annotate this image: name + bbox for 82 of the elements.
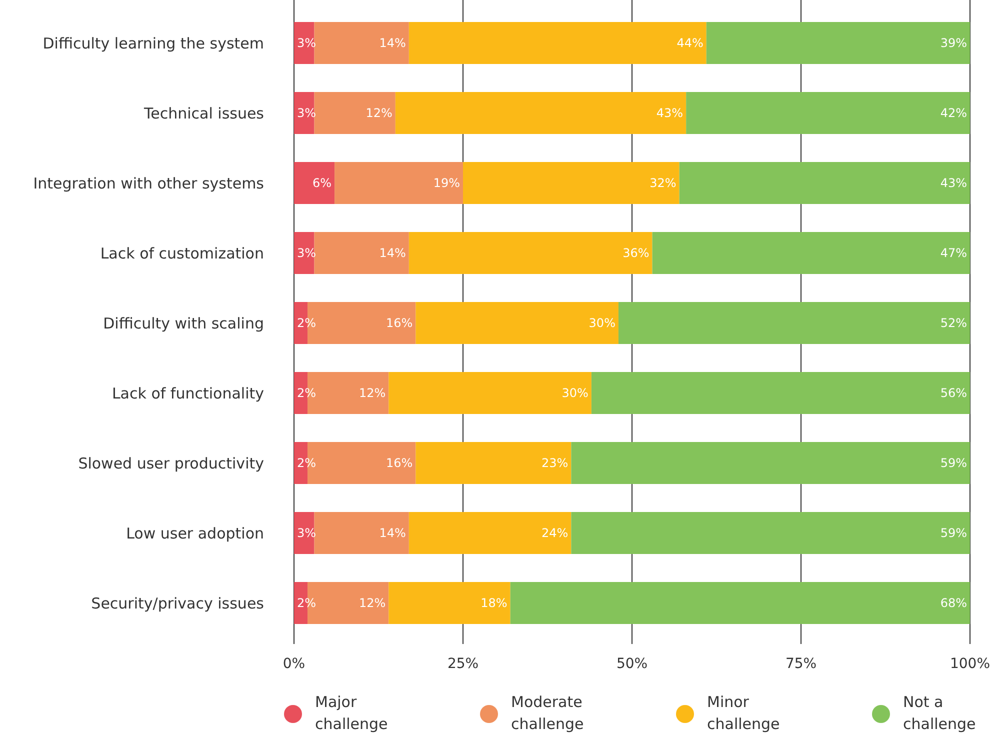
- bar: [294, 22, 314, 64]
- data-label: 56%: [940, 386, 967, 400]
- bar: [334, 162, 463, 204]
- bar: [408, 22, 706, 64]
- x-tick-label: 75%: [785, 656, 817, 672]
- data-label: 36%: [622, 246, 650, 260]
- data-label: 12%: [358, 386, 386, 400]
- bar: [571, 512, 970, 554]
- bar: [416, 442, 572, 484]
- bar: [618, 302, 970, 344]
- legend-label: Minor challenge: [707, 693, 780, 733]
- data-label: 2%: [297, 316, 316, 330]
- data-label: 30%: [588, 316, 616, 330]
- legend-label: Major challenge: [315, 693, 388, 733]
- data-label: 14%: [379, 36, 406, 50]
- data-label: 12%: [358, 596, 386, 610]
- x-tick-label: 50%: [616, 656, 648, 672]
- legend-label: Not a challenge: [903, 693, 976, 733]
- bar: [679, 162, 970, 204]
- data-label: 16%: [386, 316, 413, 330]
- y-tick-label: Integration with other systems: [33, 174, 264, 192]
- data-label: 43%: [940, 176, 967, 190]
- bar: [416, 302, 618, 344]
- bar: [388, 582, 510, 624]
- bar: [314, 512, 409, 554]
- y-tick-label: Difficulty with scaling: [103, 314, 264, 332]
- bar: [463, 162, 680, 204]
- bar: [314, 22, 409, 64]
- data-label: 68%: [940, 596, 967, 610]
- bar: [294, 232, 314, 274]
- bar: [314, 232, 409, 274]
- bar: [706, 22, 970, 64]
- data-label: 59%: [940, 526, 967, 540]
- data-label: 14%: [379, 526, 406, 540]
- y-tick-label: Security/privacy issues: [91, 594, 264, 612]
- data-label: 6%: [312, 176, 332, 190]
- bar: [314, 92, 396, 134]
- y-tick-label: Lack of functionality: [112, 384, 264, 402]
- data-label: 2%: [297, 596, 316, 610]
- data-label: 59%: [940, 456, 967, 470]
- data-label: 12%: [366, 106, 392, 120]
- bar: [571, 442, 970, 484]
- bar: [652, 232, 970, 274]
- bar: [510, 582, 970, 624]
- data-label: 42%: [940, 106, 967, 120]
- y-tick-label: Lack of customization: [100, 244, 264, 262]
- y-tick-label: Difficulty learning the system: [42, 34, 264, 52]
- bar: [294, 512, 314, 554]
- bar: [591, 372, 970, 414]
- data-label: 39%: [940, 36, 967, 50]
- data-label: 47%: [940, 246, 967, 260]
- data-label: 52%: [940, 316, 967, 330]
- data-label: 19%: [433, 176, 460, 190]
- y-tick-label: Technical issues: [143, 104, 264, 122]
- data-label: 2%: [297, 456, 316, 470]
- data-label: 18%: [480, 596, 508, 610]
- data-label: 44%: [676, 36, 704, 50]
- bar: [686, 92, 970, 134]
- y-tick-label: Slowed user productivity: [78, 454, 264, 472]
- bar: [294, 92, 314, 134]
- data-label: 2%: [297, 386, 316, 400]
- bar: [395, 92, 686, 134]
- data-label: 32%: [650, 176, 676, 190]
- x-tick-label: 100%: [950, 656, 990, 672]
- data-label: 30%: [562, 386, 588, 400]
- bar: [388, 372, 592, 414]
- data-label: 3%: [297, 106, 316, 120]
- data-label: 24%: [541, 526, 568, 540]
- data-label: 3%: [297, 36, 316, 50]
- data-label: 14%: [379, 246, 406, 260]
- bar: [408, 512, 572, 554]
- x-tick-label: 0%: [282, 656, 306, 672]
- legend-label: Moderate challenge: [511, 693, 584, 733]
- data-label: 3%: [297, 246, 316, 260]
- x-tick-label: 25%: [447, 656, 479, 672]
- bar: [294, 162, 335, 204]
- y-tick-label: Low user adoption: [126, 524, 264, 542]
- bar: [408, 232, 652, 274]
- data-label: 16%: [386, 456, 413, 470]
- data-label: 23%: [541, 456, 568, 470]
- data-label: 43%: [656, 106, 684, 120]
- data-label: 3%: [297, 526, 316, 540]
